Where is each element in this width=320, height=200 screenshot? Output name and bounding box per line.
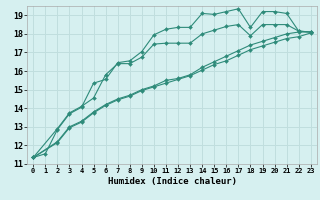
- X-axis label: Humidex (Indice chaleur): Humidex (Indice chaleur): [108, 177, 236, 186]
